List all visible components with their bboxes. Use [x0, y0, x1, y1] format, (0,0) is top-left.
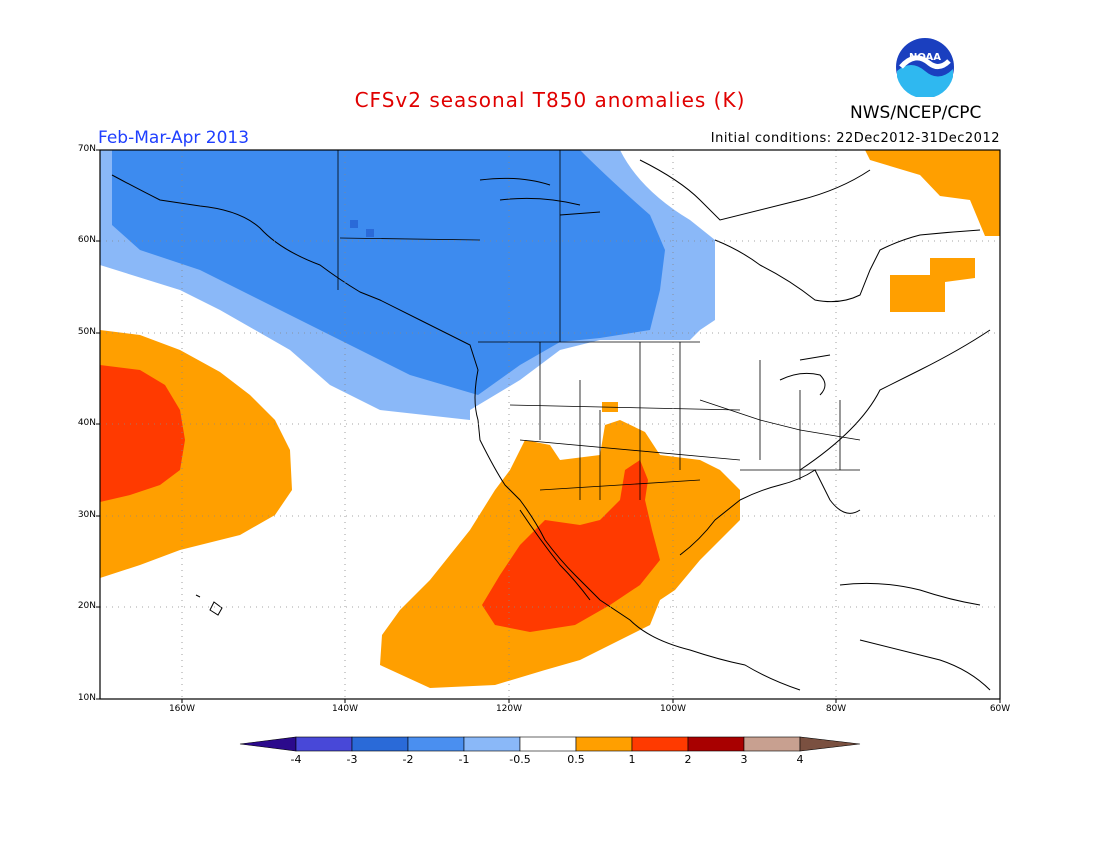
- colorbar-arrow-high: [799, 736, 861, 752]
- lat-label: 10N: [77, 693, 96, 703]
- anomaly-red-mexico: [482, 460, 660, 632]
- colorbar-segment: [743, 736, 801, 752]
- colorbar-label: 1: [628, 753, 636, 766]
- anomaly-red-pacific: [100, 365, 185, 502]
- colorbar-segment: [295, 736, 353, 752]
- lat-label: 30N: [77, 510, 96, 520]
- anomaly-orange-labrador: [890, 258, 975, 312]
- colorbar-label: 0.5: [567, 753, 585, 766]
- colorbar-label: -3: [346, 753, 358, 766]
- lat-label: 60N: [77, 235, 96, 245]
- colorbar-segment: [519, 736, 577, 752]
- logo-text: NOAA: [909, 52, 941, 63]
- lat-label: 70N: [77, 144, 96, 154]
- lon-label: 160W: [168, 704, 196, 714]
- state-boundaries: [478, 341, 861, 500]
- anomaly-orange-greenland: [865, 150, 1000, 236]
- noaa-logo: NOAA: [896, 38, 954, 97]
- colorbar: [239, 736, 861, 752]
- lat-label: 50N: [77, 327, 96, 337]
- lon-label: 100W: [659, 704, 687, 714]
- colorbar-label: -0.5: [509, 753, 531, 766]
- colorbar-label: -4: [290, 753, 302, 766]
- initial-conditions-label: Initial conditions: 22Dec2012-31Dec2012: [710, 131, 1000, 146]
- colorbar-label: 4: [796, 753, 804, 766]
- lon-label: 80W: [825, 704, 847, 714]
- colorbar-segment: [463, 736, 521, 752]
- anomaly-dark-blue-cell: [350, 220, 358, 228]
- coastlines: [111, 159, 991, 691]
- lon-label: 140W: [331, 704, 359, 714]
- colorbar-segment: [351, 736, 409, 752]
- colorbar-label: 2: [684, 753, 692, 766]
- graticule: [100, 150, 1000, 699]
- anomaly-dark-blue-cell: [366, 229, 374, 237]
- agency-label: NWS/NCEP/CPC: [850, 103, 982, 123]
- colorbar-arrow-low: [239, 736, 297, 752]
- colorbar-segment: [687, 736, 745, 752]
- map-title: CFSv2 seasonal T850 anomalies (K): [354, 88, 746, 112]
- anomaly-medium-blue: [112, 150, 665, 395]
- colorbar-segment: [631, 736, 689, 752]
- colorbar-label: 3: [740, 753, 748, 766]
- season-label: Feb-Mar-Apr 2013: [98, 128, 250, 148]
- lon-label: 120W: [495, 704, 523, 714]
- colorbar-label: -2: [402, 753, 414, 766]
- lat-label: 20N: [77, 601, 96, 611]
- colorbar-segment: [407, 736, 465, 752]
- lon-label: 60W: [989, 704, 1011, 714]
- canada-boundaries: [337, 150, 561, 342]
- colorbar-segment: [575, 736, 633, 752]
- lat-label: 40N: [77, 418, 96, 428]
- colorbar-label: -1: [458, 753, 470, 766]
